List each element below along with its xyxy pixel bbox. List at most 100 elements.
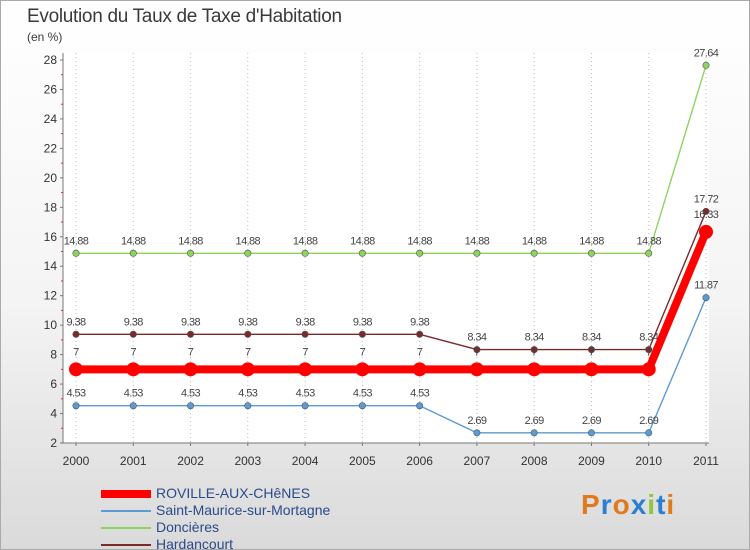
x-tick-label: 2005	[349, 454, 376, 468]
x-tick-label: 2002	[177, 454, 204, 468]
data-label: 8.34	[582, 332, 601, 344]
data-label: 14.88	[350, 235, 375, 247]
data-point	[416, 330, 424, 338]
y-tick-label: 28	[44, 53, 58, 67]
x-tick-label: 2006	[406, 454, 433, 468]
series-line-1	[75, 64, 707, 254]
data-point	[187, 330, 195, 338]
data-point	[72, 249, 80, 257]
data-point	[355, 362, 370, 377]
data-point	[129, 249, 137, 257]
data-label: 9.38	[238, 316, 257, 328]
series-line-0	[75, 296, 707, 434]
data-point	[416, 402, 424, 410]
legend-item: Hardancourt	[101, 536, 330, 550]
x-tick-label: 2007	[464, 454, 491, 468]
chart-subtitle: (en %)	[27, 30, 63, 44]
chart-title: Evolution du Taux de Taxe d'Habitation	[27, 6, 342, 27]
data-point	[527, 362, 542, 377]
y-tick-label: 6	[50, 377, 57, 391]
data-label: 9.38	[410, 316, 429, 328]
data-label: 7	[646, 346, 652, 358]
data-point	[587, 429, 595, 437]
data-label: 7	[474, 346, 480, 358]
data-label: 2.69	[467, 415, 486, 427]
data-point	[244, 249, 252, 257]
data-point	[126, 362, 141, 377]
data-point	[187, 402, 195, 410]
data-label: 9.38	[181, 316, 200, 328]
y-tick-label: 10	[44, 318, 58, 332]
series-line-2	[75, 210, 707, 351]
legend-swatch	[101, 543, 151, 546]
data-label: 7	[245, 346, 251, 358]
y-tick-label: 20	[44, 171, 58, 185]
data-point	[72, 330, 80, 338]
data-point	[129, 330, 137, 338]
data-point	[240, 362, 255, 377]
legend-item: Doncières	[101, 519, 330, 536]
data-point	[645, 429, 653, 437]
data-point	[530, 249, 538, 257]
data-label: 2.69	[525, 415, 544, 427]
data-point	[358, 402, 366, 410]
data-point	[72, 402, 80, 410]
data-label: 2.69	[582, 415, 601, 427]
data-point	[702, 207, 710, 215]
data-label: 14.88	[579, 235, 604, 247]
logo-letter: t	[656, 489, 667, 520]
x-tick-label: 2010	[635, 454, 662, 468]
data-label: 14.88	[121, 235, 146, 247]
legend-label: Saint-Maurice-sur-Mortagne	[156, 502, 331, 518]
data-point	[699, 224, 713, 239]
data-point	[183, 362, 198, 377]
data-label: 14.88	[522, 235, 547, 247]
y-tick-label: 18	[44, 200, 58, 214]
data-point	[187, 249, 195, 257]
plot-area	[63, 53, 709, 443]
legend-item: Saint-Maurice-sur-Mortagne	[101, 502, 330, 519]
data-point	[645, 249, 653, 257]
data-point	[645, 346, 653, 354]
x-tick-label: 2001	[120, 454, 147, 468]
data-point	[702, 294, 710, 302]
data-label: 14.88	[636, 235, 661, 247]
data-label: 11.87	[694, 280, 718, 292]
legend-label: Doncières	[156, 519, 220, 535]
y-tick-label: 14	[44, 259, 58, 273]
data-label: 8.34	[525, 332, 544, 344]
data-label: 4.53	[124, 388, 143, 400]
data-point	[412, 362, 427, 377]
x-tick-label: 2004	[292, 454, 319, 468]
data-label: 8.34	[639, 332, 658, 344]
data-point	[473, 429, 481, 437]
data-label: 7	[531, 346, 537, 358]
data-label: 9.38	[296, 316, 315, 328]
x-tick-label: 2011	[693, 454, 719, 468]
data-label: 4.53	[181, 388, 200, 400]
logo-letter: x	[630, 489, 648, 520]
data-point	[473, 346, 481, 354]
y-tick-label: 16	[44, 230, 58, 244]
data-point	[301, 249, 309, 257]
y-tick-label: 8	[50, 348, 57, 362]
data-label: 7	[73, 346, 79, 358]
data-label: 2.69	[639, 415, 658, 427]
logo-letter: r	[600, 489, 613, 520]
data-label: 14.88	[465, 235, 490, 247]
data-point	[298, 362, 313, 377]
legend-label: Hardancourt	[156, 536, 234, 550]
data-point	[69, 362, 83, 377]
chart-legend: ROVILLE-AUX-CHêNES Saint-Maurice-sur-Mort…	[101, 485, 330, 550]
data-label: 14.88	[407, 235, 432, 247]
data-point	[587, 249, 595, 257]
logo-letter: i	[647, 489, 657, 520]
data-label: 14.88	[64, 235, 89, 247]
data-point	[301, 402, 309, 410]
x-tick-label: 2003	[234, 454, 261, 468]
data-point	[584, 362, 599, 377]
data-point	[587, 346, 595, 354]
data-point	[530, 346, 538, 354]
data-label: 14.88	[178, 235, 203, 247]
data-point	[416, 249, 424, 257]
